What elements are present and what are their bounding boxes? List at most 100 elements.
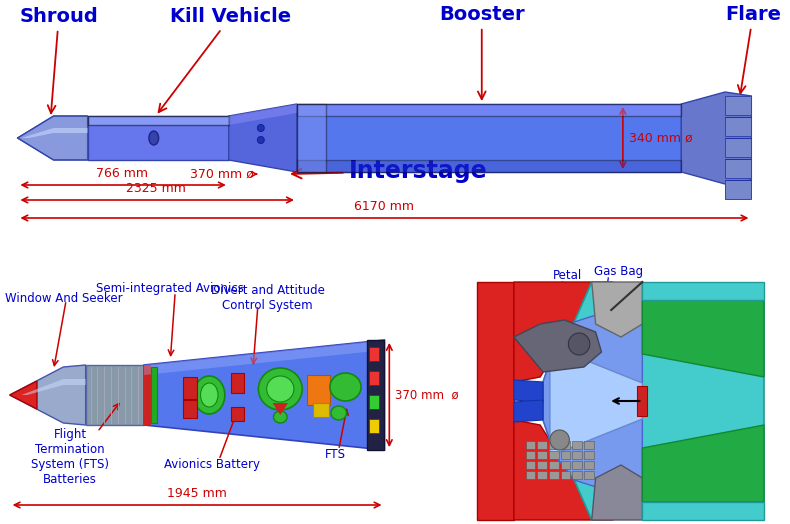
FancyBboxPatch shape: [151, 367, 156, 423]
Text: Kill Vehicle: Kill Vehicle: [159, 7, 292, 112]
Polygon shape: [543, 300, 642, 502]
FancyBboxPatch shape: [537, 451, 547, 459]
Polygon shape: [514, 380, 543, 402]
Text: 766 mm: 766 mm: [96, 167, 148, 180]
Text: Booster: Booster: [439, 5, 525, 99]
Text: Interstage: Interstage: [292, 159, 487, 183]
FancyBboxPatch shape: [584, 441, 594, 449]
FancyBboxPatch shape: [183, 400, 197, 418]
FancyBboxPatch shape: [525, 471, 536, 479]
FancyBboxPatch shape: [549, 471, 559, 479]
Circle shape: [258, 125, 264, 132]
Text: Nozzle
Actuator: Nozzle Actuator: [701, 335, 751, 363]
Text: Gas Bag: Gas Bag: [594, 265, 643, 278]
Polygon shape: [514, 320, 601, 372]
Text: Movable
Nozzle: Movable Nozzle: [701, 390, 750, 418]
Text: Petal: Petal: [553, 269, 582, 282]
Ellipse shape: [194, 376, 225, 414]
FancyBboxPatch shape: [525, 461, 536, 469]
Text: 370 mm  ø: 370 mm ø: [395, 388, 459, 401]
Polygon shape: [642, 300, 764, 377]
Text: Rate
Gyros: Rate Gyros: [701, 455, 735, 483]
Polygon shape: [725, 96, 751, 115]
FancyBboxPatch shape: [307, 375, 330, 405]
Polygon shape: [725, 180, 751, 199]
Polygon shape: [17, 116, 88, 160]
Polygon shape: [144, 340, 385, 450]
FancyBboxPatch shape: [572, 471, 582, 479]
FancyBboxPatch shape: [525, 451, 536, 459]
Polygon shape: [543, 282, 764, 520]
Text: Semi-integrated Avionics: Semi-integrated Avionics: [96, 282, 244, 295]
Polygon shape: [550, 346, 642, 456]
Text: Avionics Battery: Avionics Battery: [164, 458, 260, 471]
FancyBboxPatch shape: [549, 461, 559, 469]
Polygon shape: [592, 282, 642, 337]
FancyBboxPatch shape: [572, 451, 582, 459]
Text: Strut: Strut: [701, 298, 730, 311]
Polygon shape: [514, 420, 613, 520]
Text: Flare: Flare: [725, 5, 781, 93]
Polygon shape: [477, 282, 514, 520]
Polygon shape: [725, 138, 751, 157]
FancyBboxPatch shape: [88, 116, 229, 160]
FancyBboxPatch shape: [367, 340, 385, 450]
FancyBboxPatch shape: [549, 441, 559, 449]
Polygon shape: [9, 365, 85, 425]
FancyBboxPatch shape: [537, 441, 547, 449]
FancyBboxPatch shape: [549, 451, 559, 459]
Polygon shape: [642, 502, 764, 520]
Polygon shape: [229, 104, 297, 172]
Polygon shape: [725, 159, 751, 178]
Polygon shape: [642, 282, 764, 300]
FancyBboxPatch shape: [584, 451, 594, 459]
Polygon shape: [592, 465, 642, 520]
FancyBboxPatch shape: [584, 461, 594, 469]
FancyBboxPatch shape: [369, 395, 378, 409]
Text: Flight
Termination
System (FTS)
Batteries: Flight Termination System (FTS) Batterie…: [31, 428, 109, 486]
Text: FTS: FTS: [325, 448, 346, 461]
Text: 340 mm ø: 340 mm ø: [629, 132, 692, 145]
FancyBboxPatch shape: [297, 160, 681, 172]
FancyBboxPatch shape: [369, 371, 378, 385]
Polygon shape: [9, 381, 37, 409]
Polygon shape: [229, 104, 297, 125]
FancyBboxPatch shape: [525, 441, 536, 449]
Polygon shape: [642, 425, 764, 502]
FancyBboxPatch shape: [297, 104, 326, 172]
Polygon shape: [144, 340, 385, 375]
Polygon shape: [514, 282, 613, 382]
FancyBboxPatch shape: [297, 104, 681, 172]
Ellipse shape: [273, 411, 287, 423]
Polygon shape: [725, 117, 751, 136]
Polygon shape: [273, 403, 288, 415]
FancyBboxPatch shape: [85, 365, 144, 425]
Polygon shape: [514, 400, 543, 422]
Ellipse shape: [267, 376, 294, 402]
FancyBboxPatch shape: [561, 451, 570, 459]
Ellipse shape: [331, 406, 347, 420]
Text: Divert and Attitude
Control System: Divert and Attitude Control System: [211, 284, 325, 312]
Ellipse shape: [258, 368, 303, 410]
Circle shape: [568, 333, 590, 355]
FancyBboxPatch shape: [638, 386, 647, 416]
FancyBboxPatch shape: [231, 407, 244, 421]
Text: Shroud: Shroud: [20, 7, 98, 113]
Polygon shape: [681, 92, 751, 184]
FancyBboxPatch shape: [314, 403, 329, 417]
Polygon shape: [144, 365, 151, 425]
Polygon shape: [21, 128, 88, 138]
FancyBboxPatch shape: [584, 471, 594, 479]
FancyBboxPatch shape: [183, 377, 197, 399]
FancyBboxPatch shape: [537, 461, 547, 469]
FancyBboxPatch shape: [369, 419, 378, 433]
FancyBboxPatch shape: [369, 347, 378, 361]
FancyBboxPatch shape: [561, 471, 570, 479]
FancyBboxPatch shape: [572, 461, 582, 469]
FancyBboxPatch shape: [88, 116, 229, 125]
FancyBboxPatch shape: [231, 373, 244, 393]
FancyBboxPatch shape: [537, 471, 547, 479]
Circle shape: [550, 430, 570, 450]
Text: 2325 mm: 2325 mm: [126, 182, 186, 195]
Text: 1945 mm: 1945 mm: [167, 487, 227, 500]
